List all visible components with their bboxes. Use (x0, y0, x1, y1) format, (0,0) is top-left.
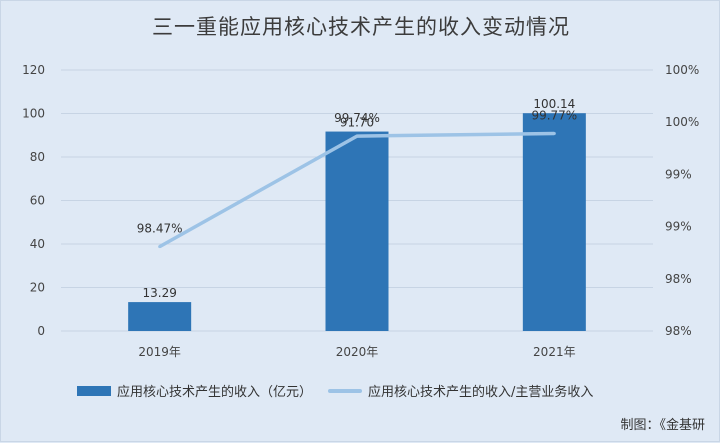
y2-tick-label: 100% (665, 115, 699, 129)
line-value-label: 99.77% (531, 109, 577, 123)
legend-item-line: 应用核心技术产生的收入/主营业务收入 (328, 381, 593, 400)
bar (522, 113, 586, 332)
legend-swatch-line (328, 388, 363, 393)
chart-legend: 应用核心技术产生的收入（亿元） 应用核心技术产生的收入/主营业务收入 (77, 381, 609, 400)
y-tick-label: 0 (37, 324, 45, 338)
legend-item-bar: 应用核心技术产生的收入（亿元） (77, 381, 312, 400)
x-tick-label: 2021年 (533, 345, 576, 359)
chart-credit: 制图：《金基研 (620, 418, 705, 433)
chart-title: 三一重能应用核心技术产生的收入变动情况 (152, 15, 570, 39)
line-value-label: 99.74% (334, 111, 380, 125)
line-point (552, 132, 556, 136)
line-point (158, 245, 162, 249)
y2-tick-label: 98% (665, 272, 692, 286)
bar (128, 302, 192, 331)
line-value-label: 98.47% (137, 222, 183, 236)
line-point (355, 134, 359, 138)
y2-tick-label: 100% (665, 63, 699, 77)
legend-swatch-bar (77, 385, 111, 396)
y-tick-label: 100 (22, 107, 45, 121)
y2-tick-label: 99% (665, 220, 692, 234)
y-tick-label: 80 (30, 150, 45, 164)
bar (325, 131, 389, 331)
legend-label-line: 应用核心技术产生的收入/主营业务收入 (368, 385, 594, 400)
y-tick-label: 120 (22, 63, 45, 77)
x-tick-label: 2020年 (336, 345, 379, 359)
bar-value-label: 91.70 (340, 116, 374, 130)
y-tick-label: 20 (30, 281, 45, 295)
x-tick-label: 2019年 (138, 345, 181, 359)
y2-tick-label: 98% (665, 324, 692, 338)
y2-tick-label: 99% (665, 167, 692, 181)
y-tick-label: 40 (30, 237, 45, 251)
bar-value-label: 100.14 (533, 97, 575, 111)
bar-value-label: 13.29 (142, 286, 176, 300)
y-tick-label: 60 (30, 194, 45, 208)
legend-label-bar: 应用核心技术产生的收入（亿元） (117, 385, 313, 400)
